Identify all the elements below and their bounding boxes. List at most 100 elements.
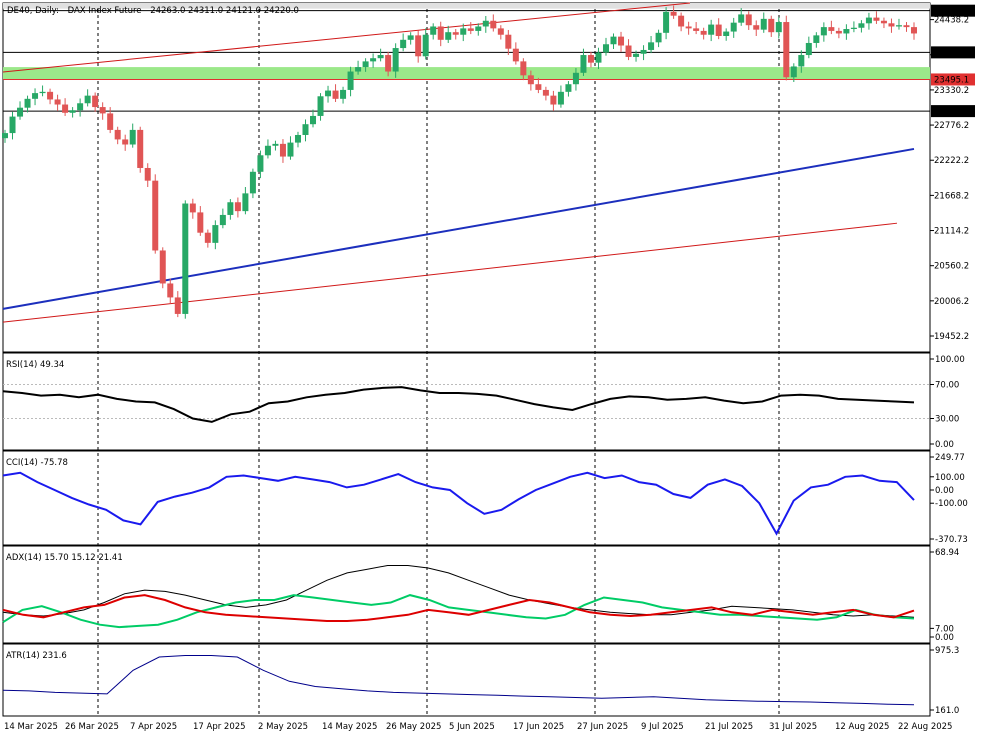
candle-body xyxy=(813,35,820,43)
candle-body xyxy=(738,14,745,23)
candle-body xyxy=(272,143,279,146)
candle-body xyxy=(775,22,782,33)
candle-body xyxy=(189,203,196,213)
symbol-label: DE40, Daily: xyxy=(7,6,59,16)
candle-body xyxy=(850,27,857,30)
candle-body xyxy=(783,22,790,78)
rsi-title: RSI(14) 49.34 xyxy=(6,360,64,370)
candle-body xyxy=(760,18,767,30)
candle-body xyxy=(407,35,414,40)
candle-body xyxy=(663,11,670,33)
candle-body xyxy=(768,18,775,33)
candle-body xyxy=(723,31,730,36)
candle-body xyxy=(422,34,429,57)
main-price-pane[interactable] xyxy=(2,2,930,323)
candle-body xyxy=(219,214,226,226)
price-axes: 24438.223884.023330.222776.222222.221668… xyxy=(930,4,975,716)
price-label-text: 24578.9 xyxy=(934,7,969,17)
adx-title: ADX(14) 15.70 15.12 21.41 xyxy=(6,553,123,563)
atr-line xyxy=(2,655,915,706)
candle-body xyxy=(325,90,332,97)
candle-body xyxy=(347,71,354,90)
x-tick-label: 14 May 2025 xyxy=(322,722,377,732)
minus-di-line xyxy=(2,594,915,622)
candle-body xyxy=(557,91,564,105)
price-label-text: 22996.3 xyxy=(934,107,969,117)
candle-body xyxy=(234,202,241,212)
price-label-box xyxy=(931,4,975,17)
candle-body xyxy=(790,66,797,78)
candle-body xyxy=(708,24,715,35)
atr-title: ATR(14) 231.6 xyxy=(6,651,67,661)
cci-line xyxy=(2,471,915,536)
rsi-line xyxy=(2,386,915,423)
y-tick-label: 0.00 xyxy=(935,440,954,450)
x-tick-label: 31 Jul 2025 xyxy=(769,722,817,732)
candle-body xyxy=(618,36,625,46)
x-tick-label: 2 May 2025 xyxy=(258,722,308,732)
candle-body xyxy=(820,27,827,36)
y-tick-label: 30.00 xyxy=(935,415,959,425)
candle-body xyxy=(227,202,234,215)
adx-line xyxy=(2,565,915,618)
x-tick-label: 12 Aug 2025 xyxy=(835,722,889,732)
candle-body xyxy=(730,22,737,32)
pane-frames xyxy=(2,2,931,717)
adx-pane[interactable] xyxy=(2,565,915,629)
candle-body xyxy=(17,107,24,117)
candle-body xyxy=(911,27,917,34)
y-tick-label: 100.00 xyxy=(935,473,965,483)
price-label-text: 23495.1 xyxy=(934,75,969,85)
x-tick-label: 17 Apr 2025 xyxy=(193,722,246,732)
candle-body xyxy=(2,133,8,139)
candle-body xyxy=(257,155,264,172)
y-tick-label: 22776.2 xyxy=(934,121,969,131)
x-tick-label: 17 Jun 2025 xyxy=(513,722,564,732)
x-tick-label: 22 Aug 2025 xyxy=(898,722,952,732)
candle-body xyxy=(152,180,159,251)
candle-body xyxy=(460,28,467,35)
instrument-description: DAX Index Future xyxy=(68,6,142,16)
candle-body xyxy=(512,48,519,62)
candle-body xyxy=(828,27,835,31)
candle-body xyxy=(693,28,700,31)
y-tick-label: 70.00 xyxy=(935,381,959,391)
x-tick-label: 26 Mar 2025 xyxy=(65,722,119,732)
candle-body xyxy=(843,29,850,34)
candle-body xyxy=(249,171,256,194)
candle-body xyxy=(129,129,136,145)
candle-body xyxy=(9,116,16,134)
candle-body xyxy=(903,25,910,28)
candle-body xyxy=(482,20,489,27)
y-tick-label: 22222.2 xyxy=(934,156,969,166)
candle-body xyxy=(858,23,865,28)
candle-body xyxy=(475,26,482,31)
candle-body xyxy=(798,55,805,67)
candle-body xyxy=(159,250,166,284)
candle-body xyxy=(467,28,474,31)
moving-average-blue xyxy=(2,147,915,310)
candle-body xyxy=(287,142,294,157)
candle-body xyxy=(84,95,91,104)
candle-body xyxy=(340,89,347,99)
candle-body xyxy=(264,145,271,156)
candle-body xyxy=(92,95,99,108)
cci-pane[interactable] xyxy=(2,471,915,536)
rsi-pane[interactable] xyxy=(2,384,930,423)
candle-body xyxy=(144,167,151,181)
candle-body xyxy=(32,93,39,99)
candle-body xyxy=(490,20,497,29)
y-tick-label: 975.3 xyxy=(935,646,959,656)
candle-body xyxy=(640,49,647,54)
price-label-box xyxy=(931,73,975,86)
candle-body xyxy=(415,35,422,57)
x-tick-label: 14 Mar 2025 xyxy=(4,722,58,732)
candle-body xyxy=(895,25,902,27)
candle-body xyxy=(54,99,61,105)
candle-body xyxy=(167,283,174,298)
candle-body xyxy=(715,24,722,36)
chart-title: DE40, Daily: DAX Index Future 24263.0 24… xyxy=(7,6,299,16)
atr-pane[interactable] xyxy=(2,655,915,706)
candle-body xyxy=(377,55,384,59)
y-tick-label: 19452.2 xyxy=(934,332,969,342)
